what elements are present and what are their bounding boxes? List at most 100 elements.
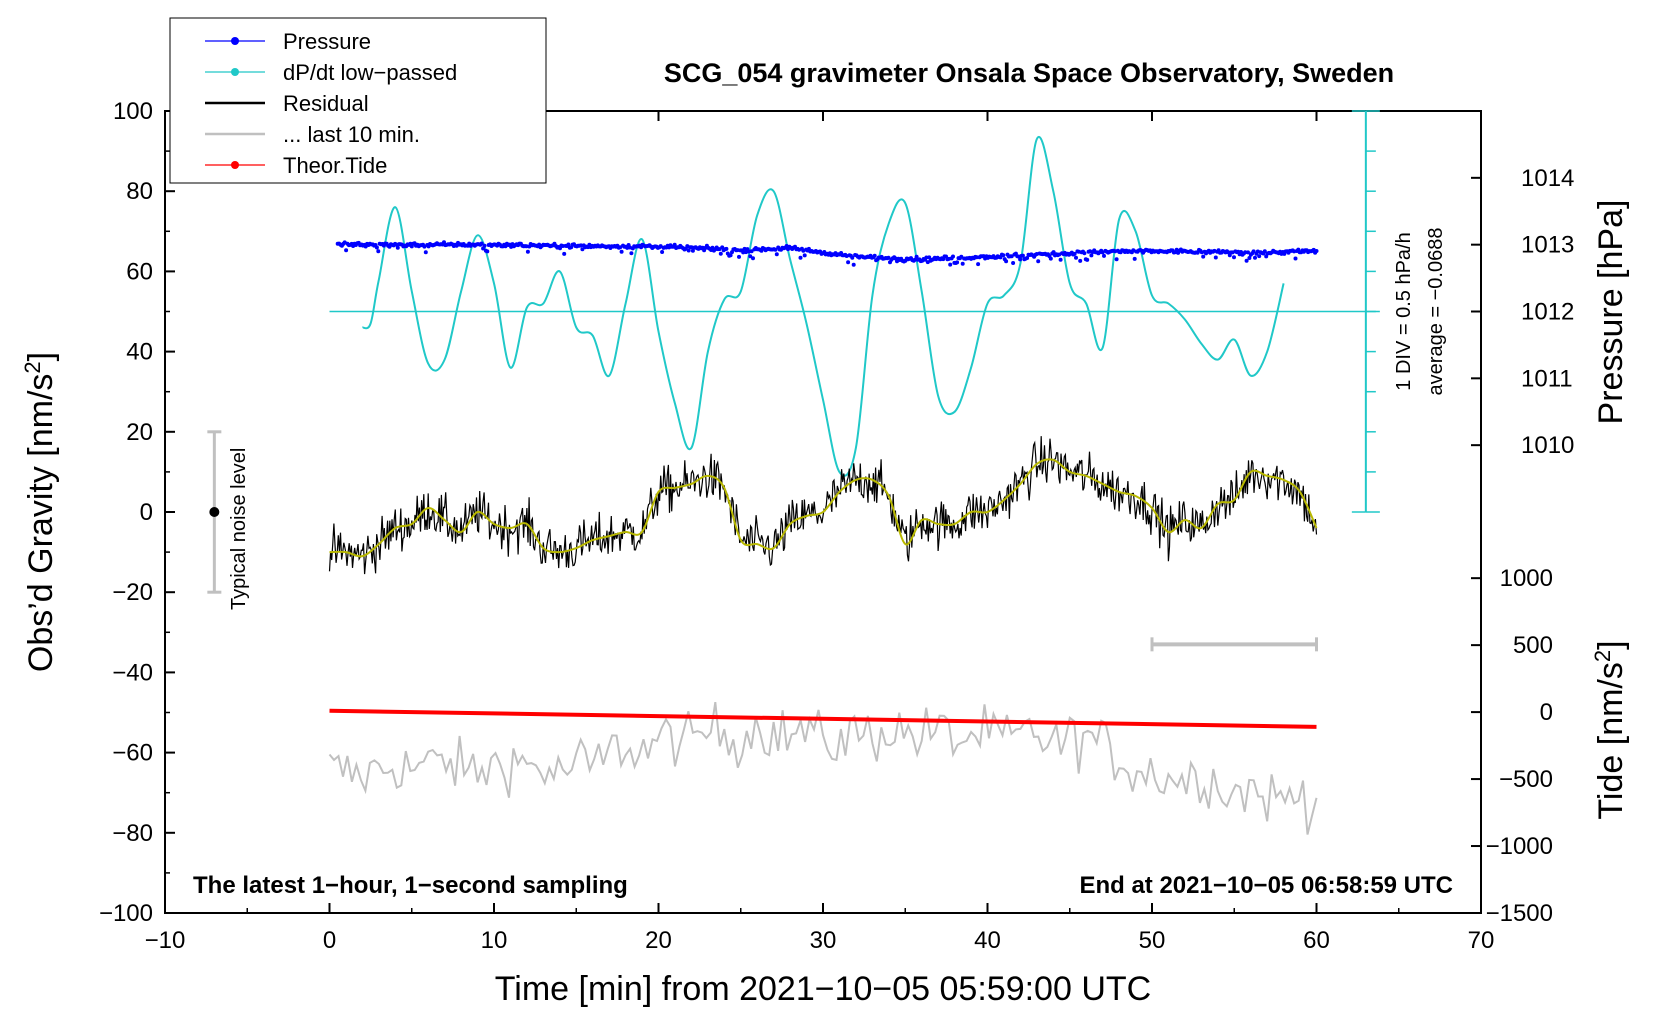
pressure-point xyxy=(1085,257,1090,262)
pressure-point xyxy=(1011,261,1016,265)
tide-tick-label: 0 xyxy=(1540,699,1553,726)
pressure-point xyxy=(619,249,624,254)
y-tick-label: −80 xyxy=(112,820,153,847)
legend-box xyxy=(169,17,547,184)
pressure-point xyxy=(423,250,428,255)
pressure-point xyxy=(924,255,929,260)
residual-smoothed-line xyxy=(329,458,1318,558)
pressure-point xyxy=(1072,251,1077,256)
theoretical-tide-series xyxy=(329,708,1317,729)
pressure-point xyxy=(1244,258,1249,263)
pressure-point xyxy=(1025,256,1030,260)
pressure-point xyxy=(955,260,960,265)
pressure-point xyxy=(914,254,919,259)
pressure-point xyxy=(1257,254,1262,259)
last-10-min-series xyxy=(328,701,1318,835)
pressure-point xyxy=(1314,249,1319,253)
y-tick-label: 100 xyxy=(113,98,153,125)
pressure-point xyxy=(728,253,733,258)
tide-tick-label: −1500 xyxy=(1486,900,1553,927)
pressure-point xyxy=(774,252,779,257)
tide-tick-label: 1000 xyxy=(1500,565,1553,592)
pressure-point xyxy=(1020,253,1025,258)
pressure-point xyxy=(951,254,955,259)
pressure-point xyxy=(798,255,803,260)
pressure-point xyxy=(1001,253,1006,258)
pressure-point xyxy=(886,255,891,260)
pressure-point xyxy=(660,250,665,254)
x-axis-ticks: −10 0 10 20 30 40 50 60 70 xyxy=(145,111,1495,954)
pressure-point xyxy=(1246,250,1250,255)
pressure-point xyxy=(566,242,571,247)
pressure-point xyxy=(1051,250,1056,255)
x-axis-label: Time [min] from 2021−10−05 05:59:00 UTC xyxy=(495,970,1151,1008)
pressure-tick-label: 1014 xyxy=(1521,165,1574,192)
pressure-point xyxy=(376,249,381,254)
legend-label: dP/dt low−passed xyxy=(283,60,457,85)
y-axis-ticks: −100 −80 −60 −40 −20 0 20 40 60 80 100 xyxy=(99,98,175,927)
x-tick-label: 70 xyxy=(1468,927,1495,954)
pressure-point xyxy=(374,245,379,250)
pressure-tick-label: 1013 xyxy=(1521,232,1574,259)
pressure-point xyxy=(1048,256,1053,261)
pressure-tick-label: 1010 xyxy=(1521,432,1574,459)
legend-label: Residual xyxy=(283,91,369,116)
legend: Pressure dP/dt low−passed Residual ... last… xyxy=(169,17,547,184)
pressure-point xyxy=(1058,257,1063,262)
pressure-point xyxy=(976,262,981,267)
pressure-point xyxy=(1132,256,1137,261)
pressure-point xyxy=(1201,254,1206,259)
residual-smoothed-series xyxy=(329,458,1318,558)
x-tick-label: −10 xyxy=(145,927,186,954)
legend-label: Pressure xyxy=(283,29,371,54)
chart-title: SCG_054 gravimeter Onsala Space Observat… xyxy=(664,58,1394,88)
x-tick-label: 30 xyxy=(810,927,837,954)
y-tick-label: 20 xyxy=(126,419,153,446)
dpdt-scale: 1 DIV = 0.5 hPa/h average = −0.0688 xyxy=(329,110,1447,513)
tide-axis-label: Tide [nm/s2] xyxy=(1590,640,1631,819)
pressure-point xyxy=(1004,259,1009,264)
legend-label: ... last 10 min. xyxy=(283,122,420,147)
tide-tick-label: 500 xyxy=(1513,632,1553,659)
pressure-point xyxy=(1232,255,1236,260)
pressure-point xyxy=(580,247,585,252)
pressure-point xyxy=(1089,253,1094,258)
residual-line xyxy=(328,436,1318,575)
dpdt-div-label: 1 DIV = 0.5 hPa/h xyxy=(1393,232,1415,390)
pressure-point xyxy=(344,248,349,253)
pressure-point xyxy=(748,254,753,259)
pressure-point xyxy=(960,261,965,266)
pressure-point xyxy=(802,253,807,258)
pressure-point xyxy=(751,256,755,261)
pressure-point xyxy=(773,247,778,252)
pressure-point xyxy=(1018,257,1023,262)
legend-marker xyxy=(231,68,239,76)
pressure-point xyxy=(1082,251,1087,256)
tide-tick-label: −1000 xyxy=(1486,833,1553,860)
x-tick-label: 10 xyxy=(481,927,508,954)
x-tick-label: 0 xyxy=(323,927,336,954)
y-tick-label: 40 xyxy=(126,339,153,366)
pressure-point xyxy=(1102,253,1106,258)
y-axis-label: Obs’d Gravity [nm/s2] xyxy=(20,352,61,672)
pressure-axis-ticks: 1010 1011 1012 1013 1014 xyxy=(1471,165,1574,459)
dpdt-line xyxy=(362,135,1285,477)
pressure-point xyxy=(850,255,855,260)
pressure-tick-label: 1012 xyxy=(1521,299,1574,326)
pressure-point xyxy=(482,243,487,248)
pressure-point xyxy=(872,253,877,258)
pressure-point xyxy=(927,255,932,260)
y-tick-label: −60 xyxy=(112,740,153,767)
pressure-point xyxy=(629,251,634,256)
legend-marker xyxy=(231,37,239,45)
pressure-point xyxy=(1253,255,1257,260)
residual-series xyxy=(328,436,1318,575)
pressure-point xyxy=(1262,249,1267,254)
pressure-point xyxy=(1251,249,1256,254)
pressure-point xyxy=(1078,258,1083,263)
pressure-point xyxy=(1293,256,1298,261)
pressure-point xyxy=(1247,256,1252,260)
pressure-point xyxy=(1036,259,1041,264)
legend-label: Theor.Tide xyxy=(283,153,387,178)
annotation-sampling: The latest 1−hour, 1−second sampling xyxy=(193,872,628,899)
